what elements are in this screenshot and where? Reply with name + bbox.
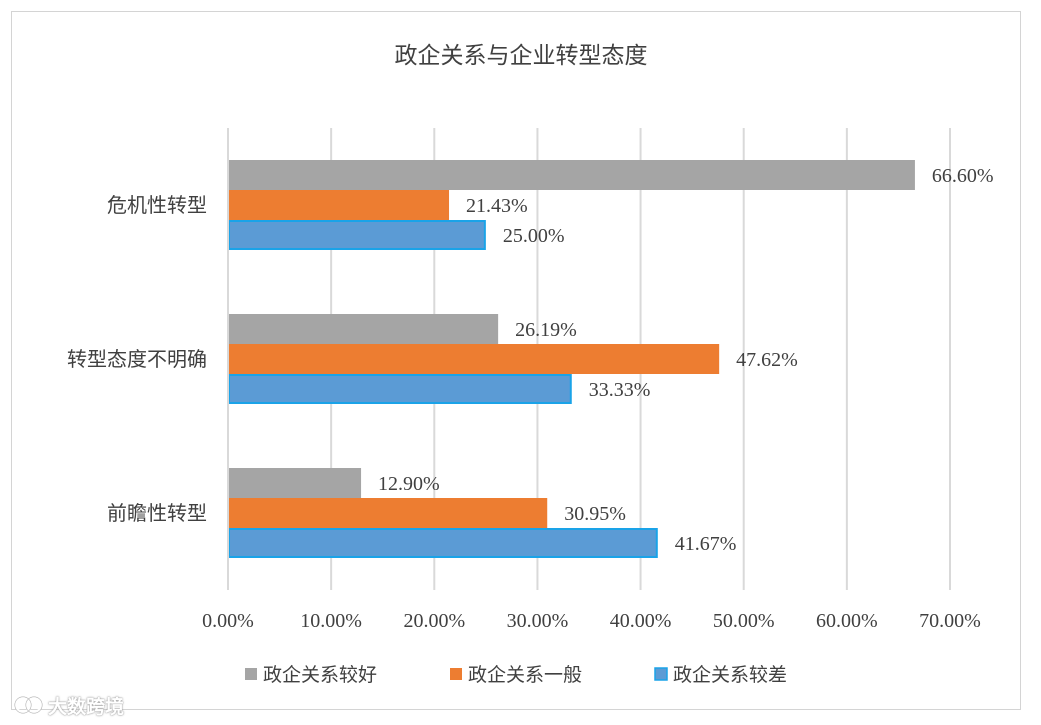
legend-label: 政企关系一般 (468, 664, 582, 686)
data-label: 21.43% (466, 195, 528, 217)
bar (228, 220, 486, 250)
category-label: 危机性转型 (107, 193, 207, 217)
x-tick-label: 10.00% (300, 610, 362, 632)
data-label: 47.62% (736, 349, 798, 371)
bar (228, 468, 362, 498)
x-tick-label: 40.00% (610, 610, 672, 632)
legend-swatch (654, 667, 668, 681)
watermark: 大数跨境 (14, 692, 124, 718)
bar (228, 498, 548, 528)
data-label: 41.67% (675, 533, 737, 555)
data-label: 33.33% (589, 379, 651, 401)
legend-label: 政企关系较差 (673, 664, 787, 686)
data-label: 25.00% (503, 225, 565, 247)
watermark-logo-icon (14, 696, 43, 714)
legend-swatch (450, 668, 462, 680)
data-label: 66.60% (932, 165, 994, 187)
category-label: 前瞻性转型 (107, 501, 207, 525)
x-tick-label: 20.00% (403, 610, 465, 632)
bar (228, 344, 720, 374)
x-tick-label: 30.00% (507, 610, 569, 632)
x-tick-label: 70.00% (919, 610, 981, 632)
category-label: 转型态度不明确 (67, 347, 207, 371)
bar (228, 160, 915, 190)
legend-label: 政企关系较好 (263, 664, 377, 686)
data-label: 12.90% (378, 473, 440, 495)
legend-swatch (245, 668, 257, 680)
bar (228, 528, 658, 558)
bar (228, 314, 499, 344)
bar (228, 374, 572, 404)
watermark-text: 大数跨境 (48, 695, 125, 718)
data-label: 30.95% (564, 503, 626, 525)
bar (228, 190, 450, 220)
data-label: 26.19% (515, 319, 577, 341)
x-tick-label: 50.00% (713, 610, 775, 632)
x-tick-label: 60.00% (816, 610, 878, 632)
x-tick-label: 0.00% (202, 610, 254, 632)
chart-title: 政企关系与企业转型态度 (395, 43, 648, 69)
